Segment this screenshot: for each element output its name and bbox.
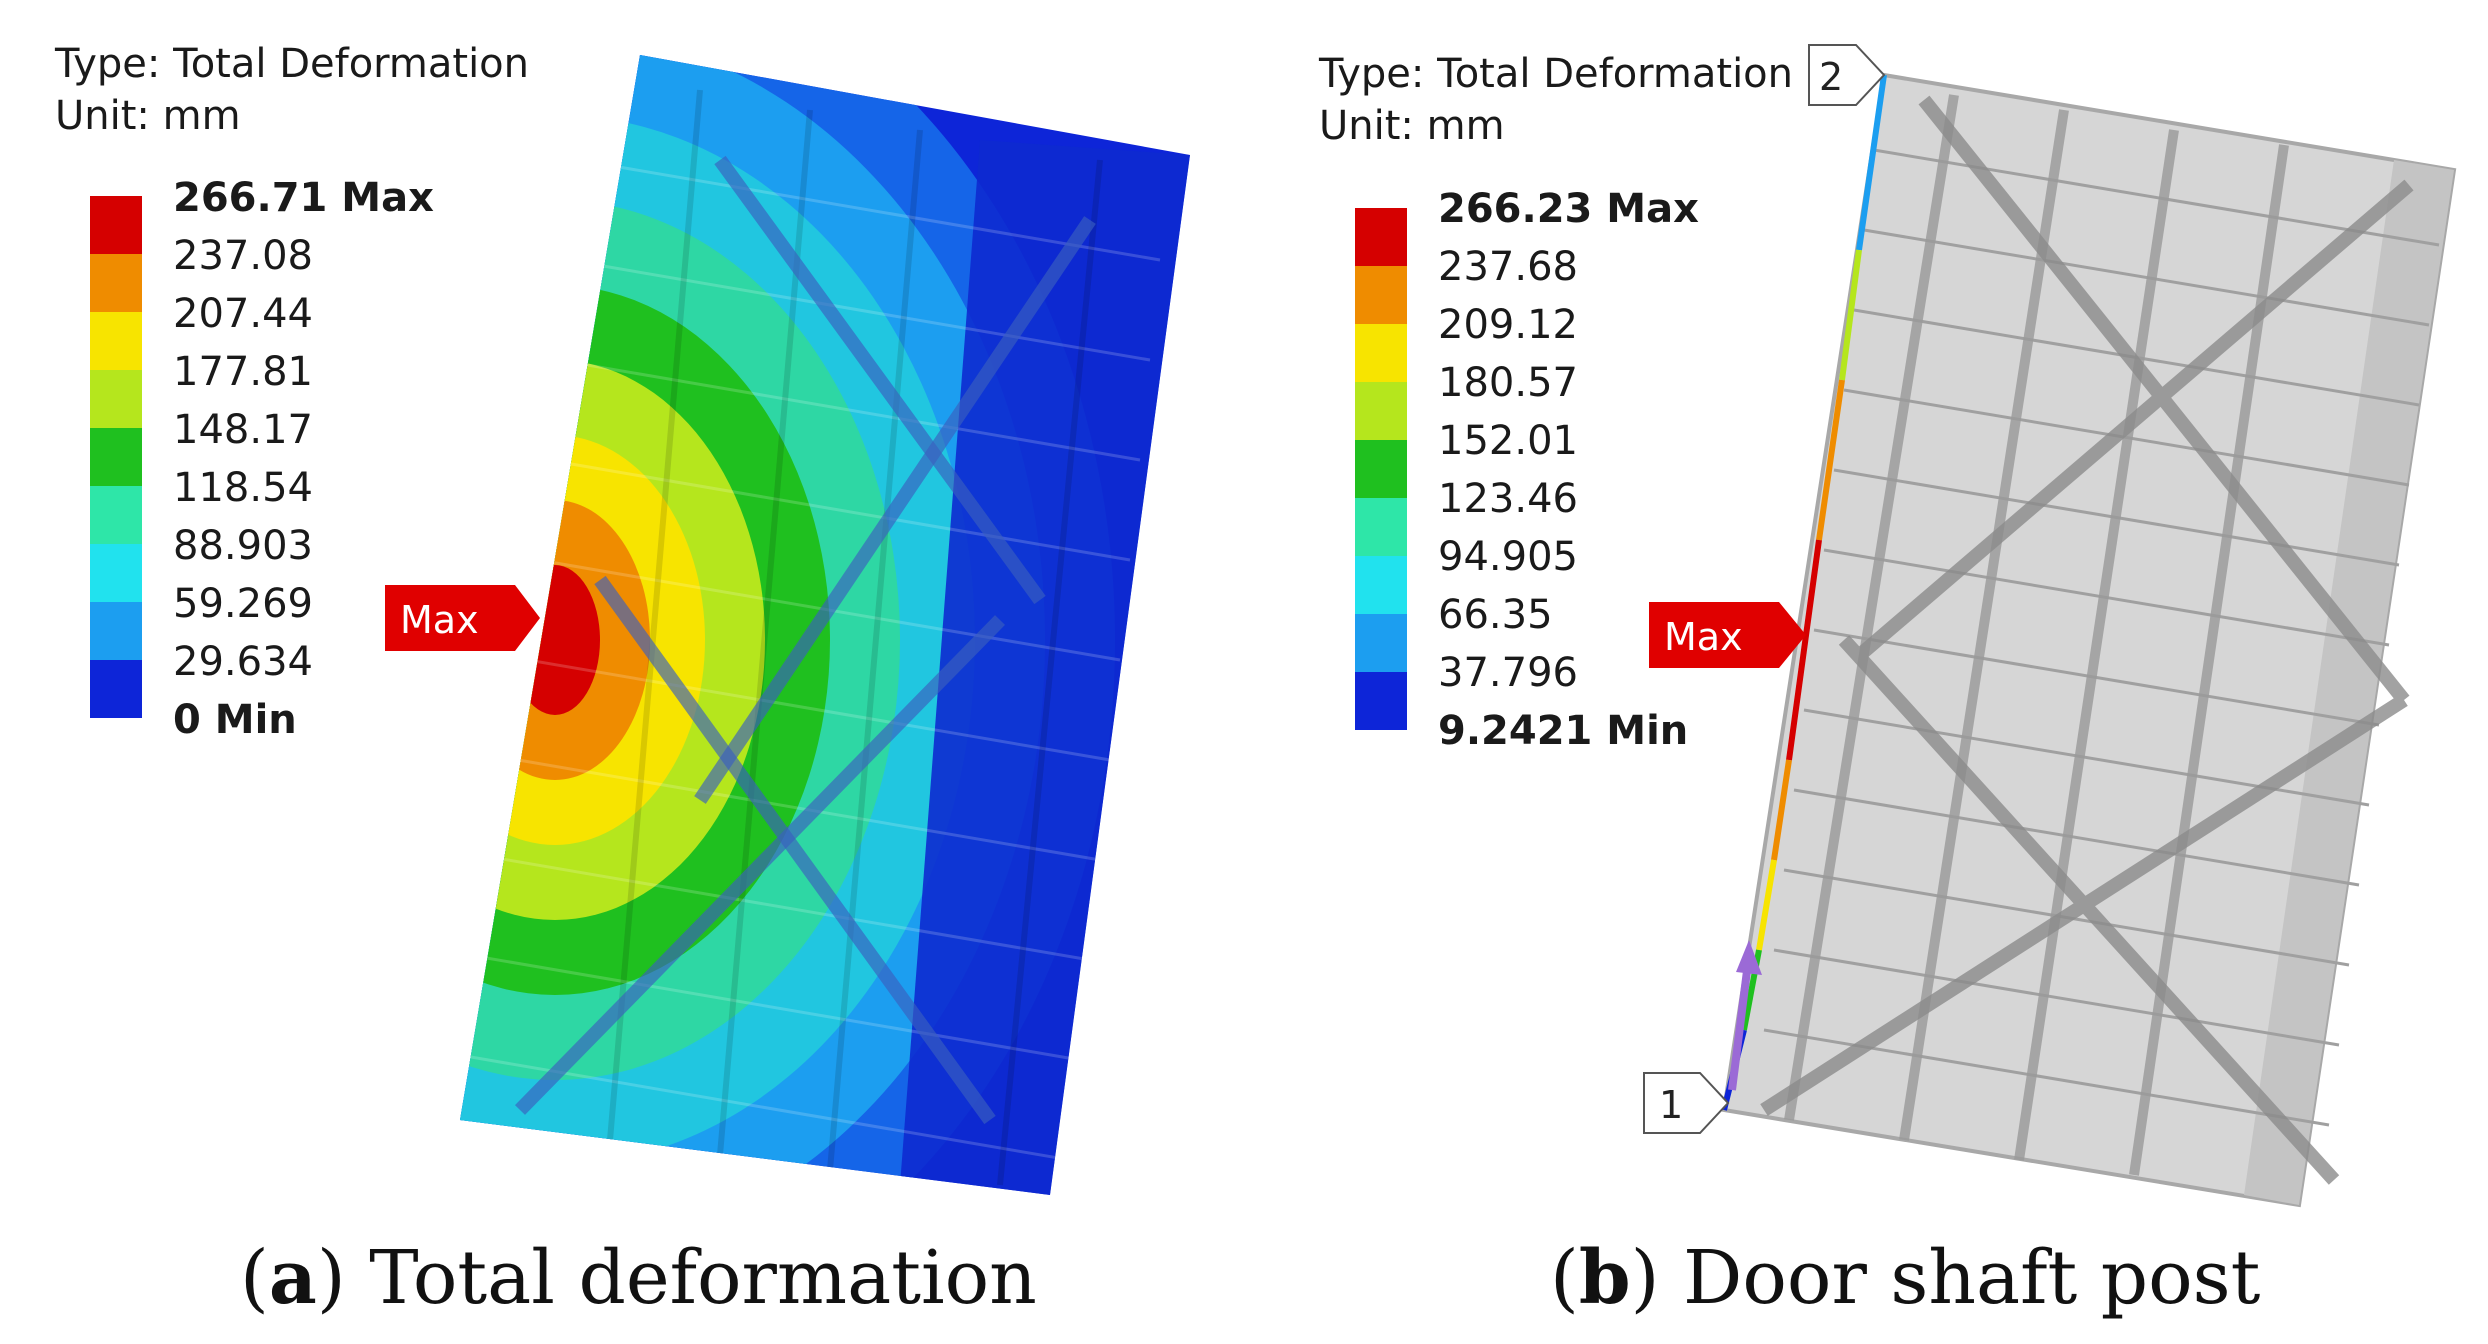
legend-label: 37.796: [1438, 650, 1578, 696]
legend-label-max: 266.23 Max: [1438, 186, 1699, 232]
color-legend-bar: [1355, 208, 1407, 730]
legend-label: 66.35: [1438, 592, 1553, 638]
max-marker-label: Max: [1664, 615, 1743, 659]
door-shaft-post-edge: [1721, 74, 1887, 1111]
legend-label: 152.01: [1438, 418, 1578, 464]
legend-swatch: [1355, 672, 1407, 730]
caption-letter: a: [268, 1235, 317, 1321]
legend-swatch: [1355, 208, 1407, 266]
legend-swatch: [90, 486, 142, 544]
legend-swatch: [1355, 614, 1407, 672]
door-shaft-post-model: 2 1 Max: [1643, 44, 2457, 1208]
legend-label: 118.54: [173, 465, 313, 511]
caption: (b) Door shaft post: [1550, 1235, 2261, 1321]
max-marker-label: Max: [400, 598, 479, 642]
legend-label: 29.634: [173, 639, 313, 685]
unit-label: Unit: mm: [1319, 103, 1505, 149]
legend-swatch: [90, 602, 142, 660]
caption-text: Total deformation: [369, 1235, 1037, 1321]
legend-label: 180.57: [1438, 360, 1578, 406]
legend-label: 59.269: [173, 581, 313, 627]
legend-label: 94.905: [1438, 534, 1578, 580]
legend-swatch: [1355, 556, 1407, 614]
result-type-label: Type: Total Deformation: [1319, 51, 1794, 97]
unit-label: Unit: mm: [55, 93, 241, 139]
legend-label: 88.903: [173, 523, 313, 569]
legend-label: 207.44: [173, 291, 313, 337]
legend-label: 123.46: [1438, 476, 1578, 522]
legend-label-min: 9.2421 Min: [1438, 708, 1689, 754]
legend-label: 209.12: [1438, 302, 1578, 348]
legend-swatch: [90, 544, 142, 602]
probe-label-2: 2: [1819, 55, 1843, 99]
panel-total-deformation: Max Type: Total Deformation Unit: mm 266…: [55, 41, 1190, 1321]
legend-swatch: [1355, 382, 1407, 440]
legend-swatch: [90, 660, 142, 718]
legend-swatch: [90, 196, 142, 254]
caption-text: Door shaft post: [1683, 1235, 2261, 1321]
probe-label-1: 1: [1659, 1083, 1683, 1127]
legend-swatch: [90, 254, 142, 312]
max-marker: Max: [385, 585, 540, 651]
legend-swatch: [1355, 266, 1407, 324]
legend-swatch: [1355, 440, 1407, 498]
probe-marker-bottom: 1: [1643, 1072, 1730, 1134]
legend-label: 237.68: [1438, 244, 1578, 290]
legend-swatch: [90, 312, 142, 370]
legend-label-min: 0 Min: [173, 697, 297, 743]
color-legend-bar: [90, 196, 142, 718]
legend-swatch: [90, 428, 142, 486]
legend-label: 177.81: [173, 349, 313, 395]
legend-label: 237.08: [173, 233, 313, 279]
caption-letter: b: [1578, 1235, 1631, 1321]
probe-marker-top: 2: [1808, 44, 1886, 106]
legend-swatch: [1355, 498, 1407, 556]
result-type-label: Type: Total Deformation: [55, 41, 530, 87]
max-marker: Max: [1649, 602, 1806, 668]
legend-label: 148.17: [173, 407, 313, 453]
legend-swatch: [1355, 324, 1407, 382]
legend-label-max: 266.71 Max: [173, 175, 434, 221]
deformation-contour-model: Max: [385, 55, 1190, 1195]
legend-swatch: [90, 370, 142, 428]
panel-door-shaft-post: 2 1 Max Type: Total Deformation Unit: mm…: [1244, 0, 2488, 1344]
caption: (a) Total deformation: [240, 1235, 1037, 1321]
